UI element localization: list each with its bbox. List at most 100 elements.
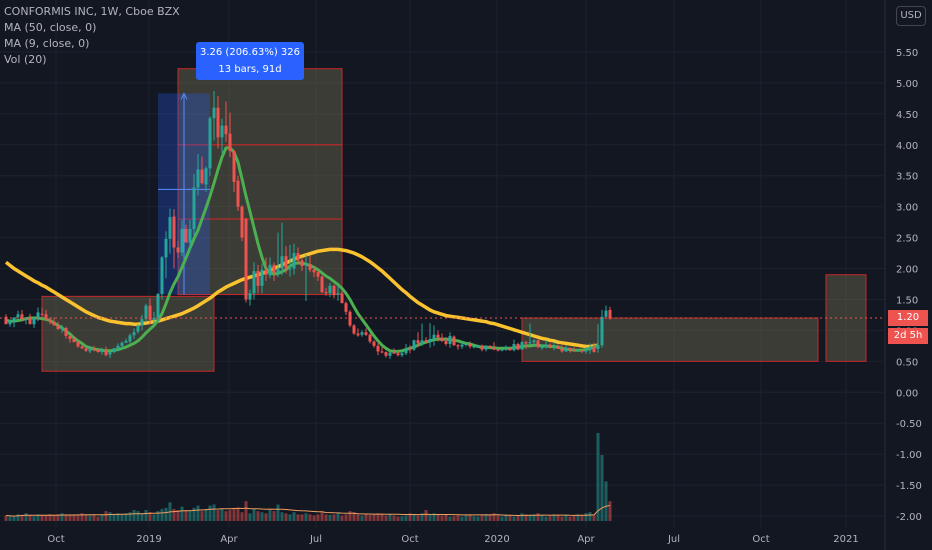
y-tick-label: 2.00 [896, 265, 918, 276]
candle-body [380, 351, 384, 353]
volume-bar [212, 504, 216, 521]
candle-body [148, 305, 152, 320]
candle-body [200, 169, 204, 184]
candle-body [516, 344, 520, 350]
y-tick-label: -0.50 [896, 419, 922, 430]
volume-bar [188, 511, 192, 521]
candle-body [100, 350, 104, 353]
candle-body [352, 325, 356, 334]
candle-body [112, 348, 116, 353]
candle-body [56, 325, 60, 330]
candle-body [536, 340, 540, 348]
candle-body [604, 310, 608, 317]
volume-bar [572, 515, 576, 521]
volume-bar [268, 510, 272, 521]
candle-body [48, 319, 52, 322]
volume-bar [76, 514, 80, 521]
ma9-legend[interactable]: MA (9, close, 0) [4, 37, 90, 50]
volume-bar [100, 514, 104, 521]
volume-bar [576, 514, 580, 521]
candle-body [460, 344, 464, 347]
volume-bar [352, 512, 356, 521]
candle-body [364, 332, 368, 335]
candle-body [456, 345, 460, 347]
y-tick-label: 5.00 [896, 79, 918, 90]
candle-body [396, 353, 400, 356]
candle-body [384, 352, 388, 356]
volume-bar [140, 513, 144, 521]
volume-bar [608, 501, 612, 521]
candle-body [196, 169, 200, 188]
measure-change: 3.26 (206.63%) 326 [199, 47, 300, 58]
x-tick-label: 2021 [833, 534, 858, 545]
volume-bar [504, 514, 508, 521]
candle-body [96, 349, 100, 353]
volume-bar [456, 515, 460, 521]
candle-body [228, 133, 232, 151]
volume-bar [516, 515, 520, 521]
volume-bar [372, 514, 376, 521]
candle-body [480, 345, 484, 350]
volume-bar [536, 513, 540, 521]
volume-bar [172, 508, 176, 521]
volume-bar [384, 515, 388, 521]
y-tick-label: 4.50 [896, 110, 918, 121]
candle-body [292, 253, 296, 269]
volume-bar [380, 514, 384, 521]
candle-body [136, 325, 140, 332]
candle-body [8, 320, 12, 325]
candle-body [504, 348, 508, 350]
volume-bar [40, 514, 44, 521]
volume-bar [312, 515, 316, 521]
candle-body [288, 268, 292, 270]
currency-button[interactable]: USD [896, 6, 926, 26]
candle-body [552, 346, 556, 348]
volume-bar [476, 516, 480, 521]
candle-body [596, 345, 600, 349]
candle-body [492, 347, 496, 350]
volume-bar [328, 514, 332, 521]
volume-bar [112, 514, 116, 521]
ma50-legend[interactable]: MA (50, close, 0) [4, 21, 97, 34]
y-tick-label: 0.50 [896, 357, 918, 368]
candle-body [588, 347, 592, 351]
candle-body [368, 334, 372, 342]
volume-bar [392, 515, 396, 521]
candle-body [412, 340, 416, 350]
symbol-title[interactable]: CONFORMIS INC, 1W, Cboe BZX [4, 5, 180, 18]
volume-bar [104, 511, 108, 521]
candle-body [172, 216, 176, 248]
volume-bar [364, 514, 368, 521]
candle-body [60, 327, 64, 330]
volume-bar [256, 511, 260, 521]
volume-bar [16, 514, 20, 521]
volume-bar [232, 508, 236, 521]
candle-body [164, 238, 168, 258]
volume-bar [432, 513, 436, 521]
candle-body [312, 269, 316, 273]
volume-bar [444, 514, 448, 521]
volume-bar [468, 514, 472, 521]
volume-bar [204, 508, 208, 521]
volume-legend[interactable]: Vol (20) [4, 53, 47, 66]
volume-bar [296, 514, 300, 521]
volume-bar [192, 507, 196, 521]
volume-bar [496, 515, 500, 521]
volume-bar [108, 512, 112, 521]
candle-body [484, 345, 488, 350]
x-tick-label: Apr [577, 534, 595, 545]
candle-body [348, 311, 352, 326]
volume-bar [396, 516, 400, 521]
candle-body [564, 347, 568, 352]
candle-body [324, 292, 328, 294]
candle-body [316, 272, 320, 277]
volume-bar [484, 514, 488, 521]
candle-body [264, 269, 268, 275]
candle-body [496, 349, 500, 351]
x-tick-label: Oct [752, 534, 769, 545]
volume-bar [448, 516, 452, 521]
volume-bar [88, 515, 92, 521]
volume-bar [412, 514, 416, 521]
